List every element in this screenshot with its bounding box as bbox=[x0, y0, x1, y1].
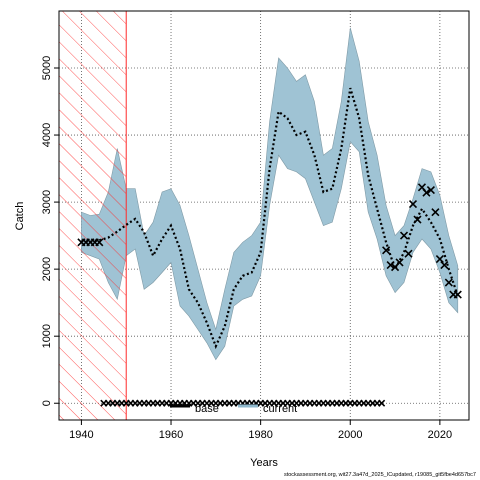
footer-credit: stockassessment.org, wit27.3a47d_2025_IC… bbox=[284, 472, 476, 478]
y-tick-label: 5000 bbox=[41, 56, 53, 80]
observed-catch-point bbox=[413, 215, 422, 224]
shaded-period bbox=[58, 10, 127, 421]
legend-current-label: current bbox=[263, 403, 297, 415]
observed-catch-point bbox=[431, 208, 440, 217]
y-tick-label: 4000 bbox=[41, 123, 53, 147]
observed-catch-point bbox=[444, 278, 453, 287]
observed-catch-point bbox=[453, 290, 462, 299]
x-tick-label: 1940 bbox=[69, 429, 93, 441]
y-tick-label: 0 bbox=[41, 400, 53, 406]
x-tick-label: 2020 bbox=[428, 429, 452, 441]
observed-catch-point bbox=[395, 258, 404, 267]
zero-catch-markers bbox=[100, 399, 386, 407]
plot-frame bbox=[58, 10, 470, 421]
observed-catch-point bbox=[404, 249, 413, 258]
x-tick-label: 2000 bbox=[338, 429, 362, 441]
y-axis-title: Catch bbox=[14, 202, 26, 231]
observed-catch-points bbox=[77, 183, 462, 299]
observed-catch-point bbox=[386, 261, 395, 270]
x-tick-label: 1960 bbox=[159, 429, 183, 441]
x-tick-label: 1980 bbox=[248, 429, 272, 441]
current-band bbox=[81, 27, 459, 361]
x-axis-title: Years bbox=[250, 457, 278, 469]
zero-catch-point bbox=[378, 399, 386, 407]
observed-catch-point bbox=[382, 246, 391, 255]
legend: base current bbox=[170, 403, 297, 415]
observed-catch-point bbox=[408, 200, 418, 209]
observed-catch-point bbox=[440, 261, 449, 270]
y-tick-label: 3000 bbox=[41, 190, 53, 214]
observed-catch-point bbox=[435, 255, 444, 264]
observed-catch-point bbox=[95, 238, 104, 247]
current-band-area bbox=[81, 27, 459, 361]
observed-catch-point bbox=[399, 231, 409, 240]
observed-catch-point bbox=[422, 188, 431, 197]
legend-base-label: base bbox=[195, 403, 219, 415]
y-tick-label: 1000 bbox=[41, 324, 53, 348]
observed-catch-point bbox=[426, 185, 435, 195]
shaded-period-rect bbox=[58, 10, 127, 421]
y-tick-label: 2000 bbox=[41, 257, 53, 281]
axes: 1940 1960 1980 2000 2020 0 1000 2000 3000 4000 500… bbox=[41, 56, 452, 441]
